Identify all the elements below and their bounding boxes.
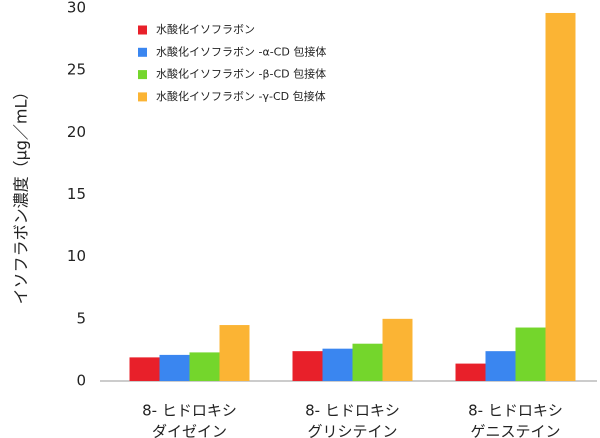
x-tick-label: グリシテイン: [307, 423, 397, 438]
y-tick-label: 0: [76, 372, 86, 390]
y-axis-label: イソフラボン濃度（μg／mL）: [12, 84, 31, 305]
bar: [352, 343, 383, 381]
bar: [219, 325, 250, 381]
bar: [515, 327, 546, 381]
bar: [485, 351, 516, 381]
x-tick-label: 8- ヒドロキシ: [142, 402, 237, 420]
bar: [455, 363, 486, 381]
y-tick-label: 5: [76, 309, 86, 327]
x-tick-label: 8- ヒドロキシ: [468, 402, 563, 420]
legend-swatch: [138, 25, 147, 35]
bar: [322, 348, 353, 381]
x-tick-label: ダイゼイン: [152, 423, 227, 438]
y-tick-label: 25: [67, 61, 86, 79]
legend-swatch: [138, 70, 147, 80]
y-tick-label: 20: [67, 123, 86, 141]
y-tick-label: 15: [67, 185, 86, 203]
legend-label: 水酸化イソフラボン -γ-CD 包接体: [156, 89, 326, 103]
bar: [545, 12, 576, 382]
y-tick-label: 10: [67, 247, 86, 265]
legend-label: 水酸化イソフラボン -α-CD 包接体: [156, 44, 326, 58]
legend-swatch: [138, 47, 147, 57]
legend-label: 水酸化イソフラボン -β-CD 包接体: [156, 67, 326, 81]
x-tick-label: ゲニステイン: [470, 423, 560, 438]
bar: [159, 354, 190, 381]
x-tick-label: 8- ヒドロキシ: [305, 402, 400, 420]
bar: [382, 318, 413, 381]
legend-label: 水酸化イソフラボン: [156, 22, 255, 36]
bar: [129, 357, 160, 381]
bar: [292, 351, 323, 381]
legend-swatch: [138, 92, 147, 102]
y-tick-label: 30: [67, 0, 86, 17]
bar: [189, 352, 220, 381]
